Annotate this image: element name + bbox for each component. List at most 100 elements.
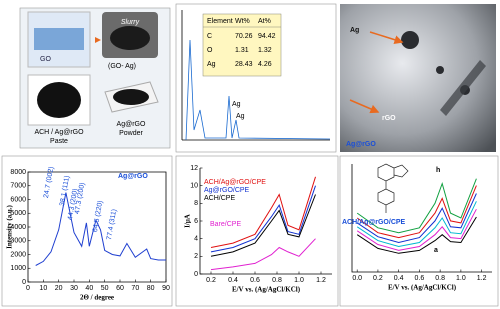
table-cell: 94.42 (258, 33, 276, 40)
legend-entry: Ag@rGO/CPE (204, 187, 250, 194)
line (356, 193, 477, 244)
table-cell: C (207, 33, 212, 40)
table-cell: O (207, 47, 213, 54)
line (210, 185, 316, 253)
line (356, 178, 477, 234)
tem-label: Ag (350, 27, 359, 34)
x-axis-label: 2Θ / degree (80, 294, 114, 302)
table-cell: 70.26 (235, 33, 253, 40)
x-tick-label: 1.0 (294, 277, 304, 284)
y-tick-label: 2000 (10, 251, 26, 258)
x-axis-label: E/V vs. (Ag/AgCl/KCl) (232, 286, 301, 294)
line (356, 185, 477, 239)
y-tick-label: 4000 (10, 224, 26, 231)
x-tick-label: 0.6 (250, 277, 260, 284)
line (210, 238, 316, 271)
powder-label: Powder (119, 130, 143, 137)
x-tick-label: 80 (147, 285, 155, 292)
x-tick-label: 0 (26, 285, 30, 292)
line (356, 216, 477, 254)
y-tick-label: 3000 (10, 238, 26, 245)
powder-label: Ag@rGO (117, 121, 146, 128)
y-tick-label: 4 (194, 236, 198, 243)
x-tick-label: 40 (85, 285, 93, 292)
table-header: Element (207, 18, 233, 25)
go-sheet (34, 28, 84, 50)
molecule (377, 163, 409, 213)
curve-label: a (434, 247, 438, 254)
curve-label: h (436, 167, 440, 174)
arrow (349, 99, 380, 114)
synthesis-panel: GO Slurry (GO- Ag) ACH / Ag@rGO Paste Ag… (19, 7, 171, 149)
line (356, 208, 477, 251)
edx-spectrum (185, 39, 331, 141)
y-tick-label: 6 (194, 218, 198, 225)
y-tick-label: 6000 (10, 196, 26, 203)
edx-table: Element Wt% At% C 70.26 94.42 O 1.31 1.32 Ag 28.43… (202, 13, 282, 77)
paste (37, 82, 81, 118)
x-tick-label: 90 (162, 285, 170, 292)
particle (436, 66, 444, 74)
y-tick-label: 2 (194, 253, 198, 260)
legend-entry: ACH/Ag@rGO/CPE (204, 179, 266, 186)
line (210, 176, 316, 248)
paste-label: Paste (50, 138, 68, 145)
x-tick-label: 60 (116, 285, 124, 292)
y-tick-label: 8 (194, 200, 198, 207)
x-tick-label: 0.2 (206, 277, 216, 284)
go-ag-label: (GO- Ag) (108, 63, 136, 70)
table-header: Wt% (235, 18, 250, 25)
x-tick-label: 0.4 (228, 277, 238, 284)
y-axis-label: Intensity (a.u.) (6, 204, 14, 248)
panel-frame (339, 155, 499, 307)
x-tick-label: 1.2 (477, 275, 487, 282)
x-tick-label: 50 (101, 285, 109, 292)
y-tick-label: 1000 (10, 265, 26, 272)
x-tick-label: 1.0 (456, 275, 466, 282)
legend-entry: ACH/CPE (204, 195, 235, 202)
y-tick-label: 7000 (10, 183, 26, 190)
y-axis-label: I/μA (184, 214, 192, 228)
chart-label: ACH/Ag@rGO/CPE (342, 219, 406, 226)
powder (113, 89, 149, 105)
x-tick-label: 0.0 (352, 275, 362, 282)
y-tick-label: 5000 (10, 210, 26, 217)
y-tick-label: 10 (190, 183, 198, 190)
particle (401, 31, 419, 49)
edx-axes (181, 10, 330, 141)
edx-peak-label: Ag (236, 113, 245, 120)
x-tick-label: 30 (70, 285, 78, 292)
table-cell: 1.31 (235, 47, 249, 54)
x-axis-label: E/V vs. (Ag/AgCl/KCl) (388, 284, 457, 292)
x-tick-label: 0.2 (373, 275, 383, 282)
table-frame (202, 13, 282, 77)
tem-label: Ag@rGO (346, 141, 376, 148)
arrow (369, 31, 404, 45)
paste-label: ACH / Ag@rGO (34, 129, 84, 136)
x-tick-label: 0.8 (272, 277, 282, 284)
y-tick-label: 8000 (10, 169, 26, 176)
table-cell: Ag (207, 61, 216, 68)
legend-entry: Bare/CPE (210, 221, 241, 228)
x-tick-label: 20 (55, 285, 63, 292)
edx-panel: Ag Ag Element Wt% At% C 70.26 94.42 O 1.31 1.32 A… (175, 3, 337, 153)
slurry (110, 26, 150, 50)
x-tick-label: 0.6 (415, 275, 425, 282)
y-tick-label: 0 (194, 271, 198, 278)
table-cell: 1.32 (258, 47, 272, 54)
line (210, 194, 316, 257)
chart-title: Ag@rGO (118, 173, 148, 180)
x-tick-label: 0.8 (435, 275, 445, 282)
tem-panel: Ag rGO Ag@rGO (340, 4, 496, 152)
table-cell: 4.26 (258, 61, 272, 68)
x-tick-label: 1.2 (316, 277, 326, 284)
go-label: GO (40, 56, 51, 63)
table-header: At% (258, 18, 271, 25)
y-tick-label: 12 (190, 165, 198, 172)
sheet-fold (440, 60, 486, 116)
x-tick-label: 0.4 (394, 275, 404, 282)
tem-label: rGO (382, 115, 396, 122)
slurry-label: Slurry (121, 19, 140, 26)
